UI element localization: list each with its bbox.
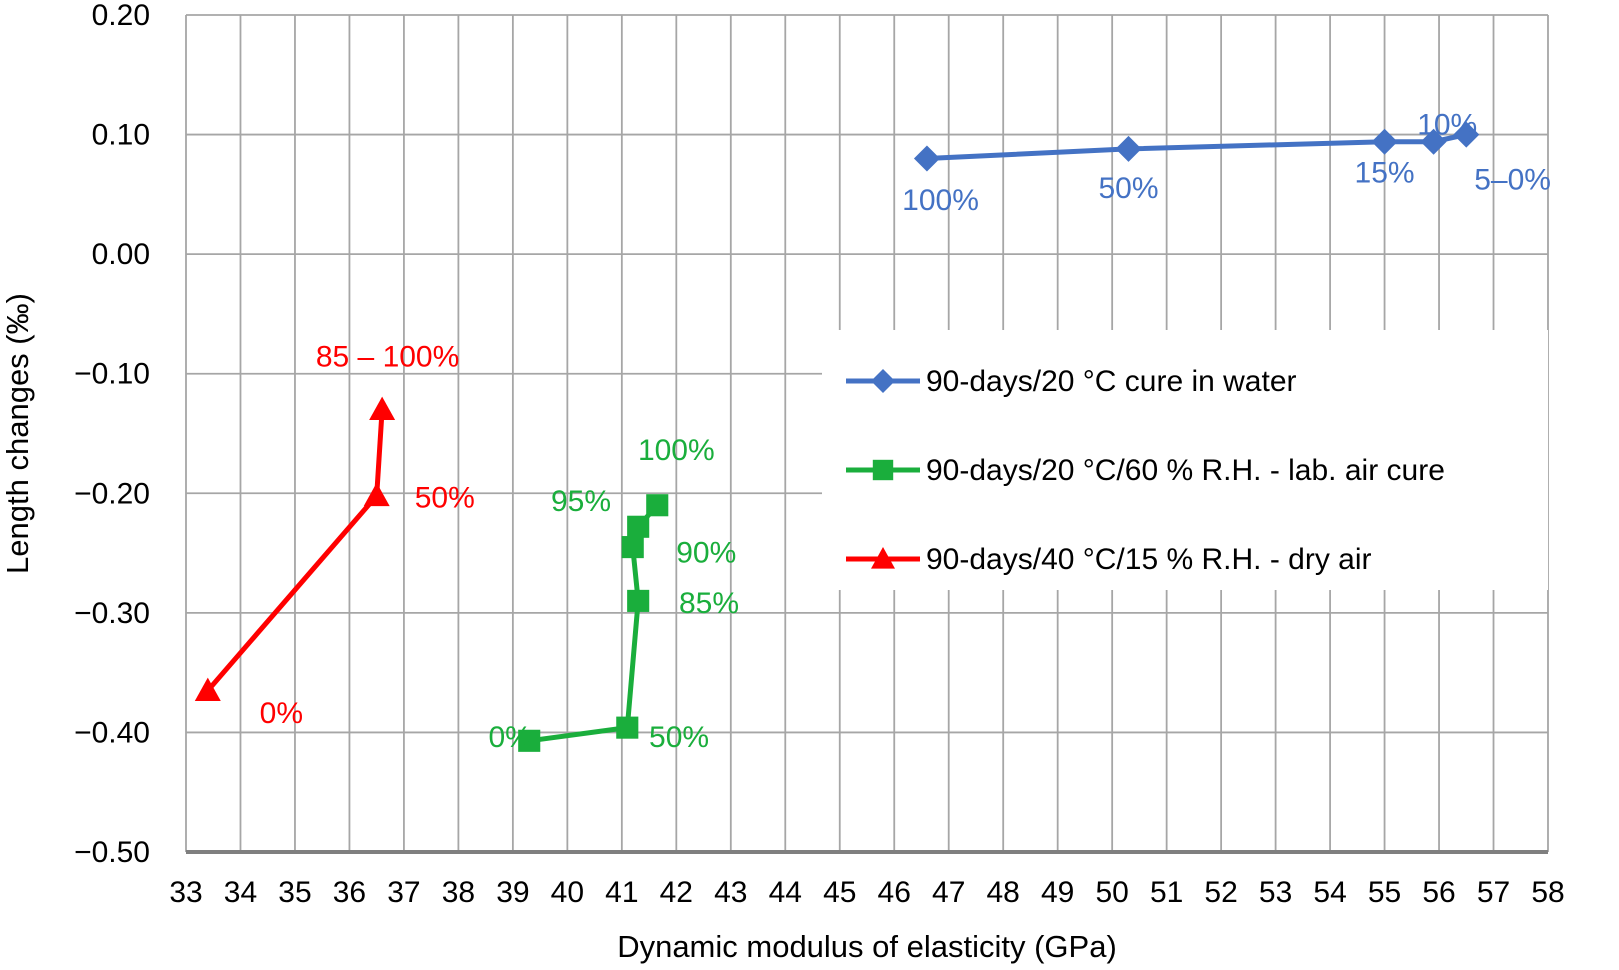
x-tick-label: 44 xyxy=(769,876,802,909)
x-tick-label: 53 xyxy=(1259,876,1292,909)
x-tick-label: 50 xyxy=(1095,876,1128,909)
series-group xyxy=(194,121,1480,752)
data-point xyxy=(1371,128,1398,155)
legend-label: 90-days/20 °C cure in water xyxy=(926,365,1297,398)
data-label: 0% xyxy=(488,721,531,754)
x-tick-label: 49 xyxy=(1041,876,1074,909)
data-point xyxy=(646,494,669,517)
data-point xyxy=(369,396,396,420)
x-tick-label: 36 xyxy=(333,876,366,909)
series-1 xyxy=(913,121,1480,172)
data-label: 85% xyxy=(679,587,739,620)
legend-label: 90-days/40 °C/15 % R.H. - dry air xyxy=(926,543,1372,576)
data-point xyxy=(1453,121,1480,148)
y-tick-label: −0.40 xyxy=(74,716,150,749)
y-axis-title: Length changes (‰) xyxy=(0,293,35,574)
data-point xyxy=(627,589,650,612)
y-tick-label: 0.20 xyxy=(92,0,150,32)
legend-marker xyxy=(872,459,894,481)
x-tick-label: 52 xyxy=(1204,876,1237,909)
series-2 xyxy=(518,494,669,752)
y-tick-label: 0.00 xyxy=(92,238,150,271)
y-tick-label: −0.20 xyxy=(74,477,150,510)
data-point xyxy=(1115,135,1142,162)
series-3 xyxy=(194,396,396,701)
x-tick-label: 41 xyxy=(605,876,638,909)
data-point xyxy=(621,536,644,559)
x-tick-label: 55 xyxy=(1368,876,1401,909)
data-point xyxy=(913,145,940,172)
x-tick-label: 58 xyxy=(1531,876,1564,909)
x-tick-label: 33 xyxy=(169,876,202,909)
x-tick-label: 38 xyxy=(442,876,475,909)
x-tick-label: 43 xyxy=(714,876,747,909)
x-tick-label: 51 xyxy=(1150,876,1183,909)
x-tick-label: 47 xyxy=(932,876,965,909)
data-label: 50% xyxy=(415,482,475,515)
point-labels: 100% 50% 15%10% 5–0% 0% 50% 85% 90% 95% 100% 0% 50%… xyxy=(260,109,1551,754)
x-tick-label: 54 xyxy=(1313,876,1346,909)
data-label: 0% xyxy=(260,697,303,730)
x-tick-label: 46 xyxy=(878,876,911,909)
data-point xyxy=(363,482,390,507)
data-label: 50% xyxy=(1098,172,1158,205)
x-tick-label: 40 xyxy=(551,876,584,909)
legend-marker xyxy=(871,547,895,569)
x-tick-label: 57 xyxy=(1477,876,1510,909)
legend-item: 90-days/20 °C cure in water xyxy=(846,365,1297,398)
data-label: 5–0% xyxy=(1474,164,1551,197)
data-point xyxy=(194,677,221,701)
data-point xyxy=(616,716,639,739)
x-tick-label: 39 xyxy=(496,876,529,909)
y-tick-label: −0.10 xyxy=(74,358,150,391)
y-tick-labels: 0.20 0.10 0.00 −0.10 −0.20 −0.30 −0.40 −0.50 xyxy=(74,0,150,869)
data-point xyxy=(518,729,541,752)
legend-label: 90-days/20 °C/60 % R.H. - lab. air cure xyxy=(926,454,1445,487)
x-axis-title: Dynamic modulus of elasticity (GPa) xyxy=(617,929,1117,964)
data-point xyxy=(1420,128,1447,155)
x-tick-label: 35 xyxy=(278,876,311,909)
data-label: 100% xyxy=(638,434,715,467)
x-tick-label: 56 xyxy=(1422,876,1455,909)
y-tick-label: −0.50 xyxy=(74,836,150,869)
legend: 90-days/20 °C cure in water 90-days/20 °C… xyxy=(822,330,1548,590)
data-point xyxy=(627,515,650,538)
data-label: 100% xyxy=(902,184,979,217)
legend-item: 90-days/20 °C/60 % R.H. - lab. air cure xyxy=(846,454,1445,487)
y-tick-label: −0.30 xyxy=(74,597,150,630)
legend-box xyxy=(822,330,1548,590)
x-tick-label: 34 xyxy=(224,876,257,909)
data-label: 95% xyxy=(551,485,611,518)
data-label: 50% xyxy=(649,721,709,754)
x-tick-label: 42 xyxy=(660,876,693,909)
x-tick-label: 48 xyxy=(987,876,1020,909)
data-label: 10% xyxy=(1417,109,1477,142)
data-label: 15% xyxy=(1355,156,1415,189)
x-tick-label: 37 xyxy=(387,876,420,909)
data-label: 90% xyxy=(676,537,736,570)
x-tick-label: 45 xyxy=(823,876,856,909)
x-tick-labels: 33 34 35 36 37 38 39 40 41 42 43 44 45 46 47 48 49 50 51 52… xyxy=(169,876,1564,909)
y-tick-label: 0.10 xyxy=(92,119,150,152)
data-label: 85 – 100% xyxy=(316,341,459,374)
legend-item: 90-days/40 °C/15 % R.H. - dry air xyxy=(846,543,1372,576)
legend-marker xyxy=(871,369,895,393)
